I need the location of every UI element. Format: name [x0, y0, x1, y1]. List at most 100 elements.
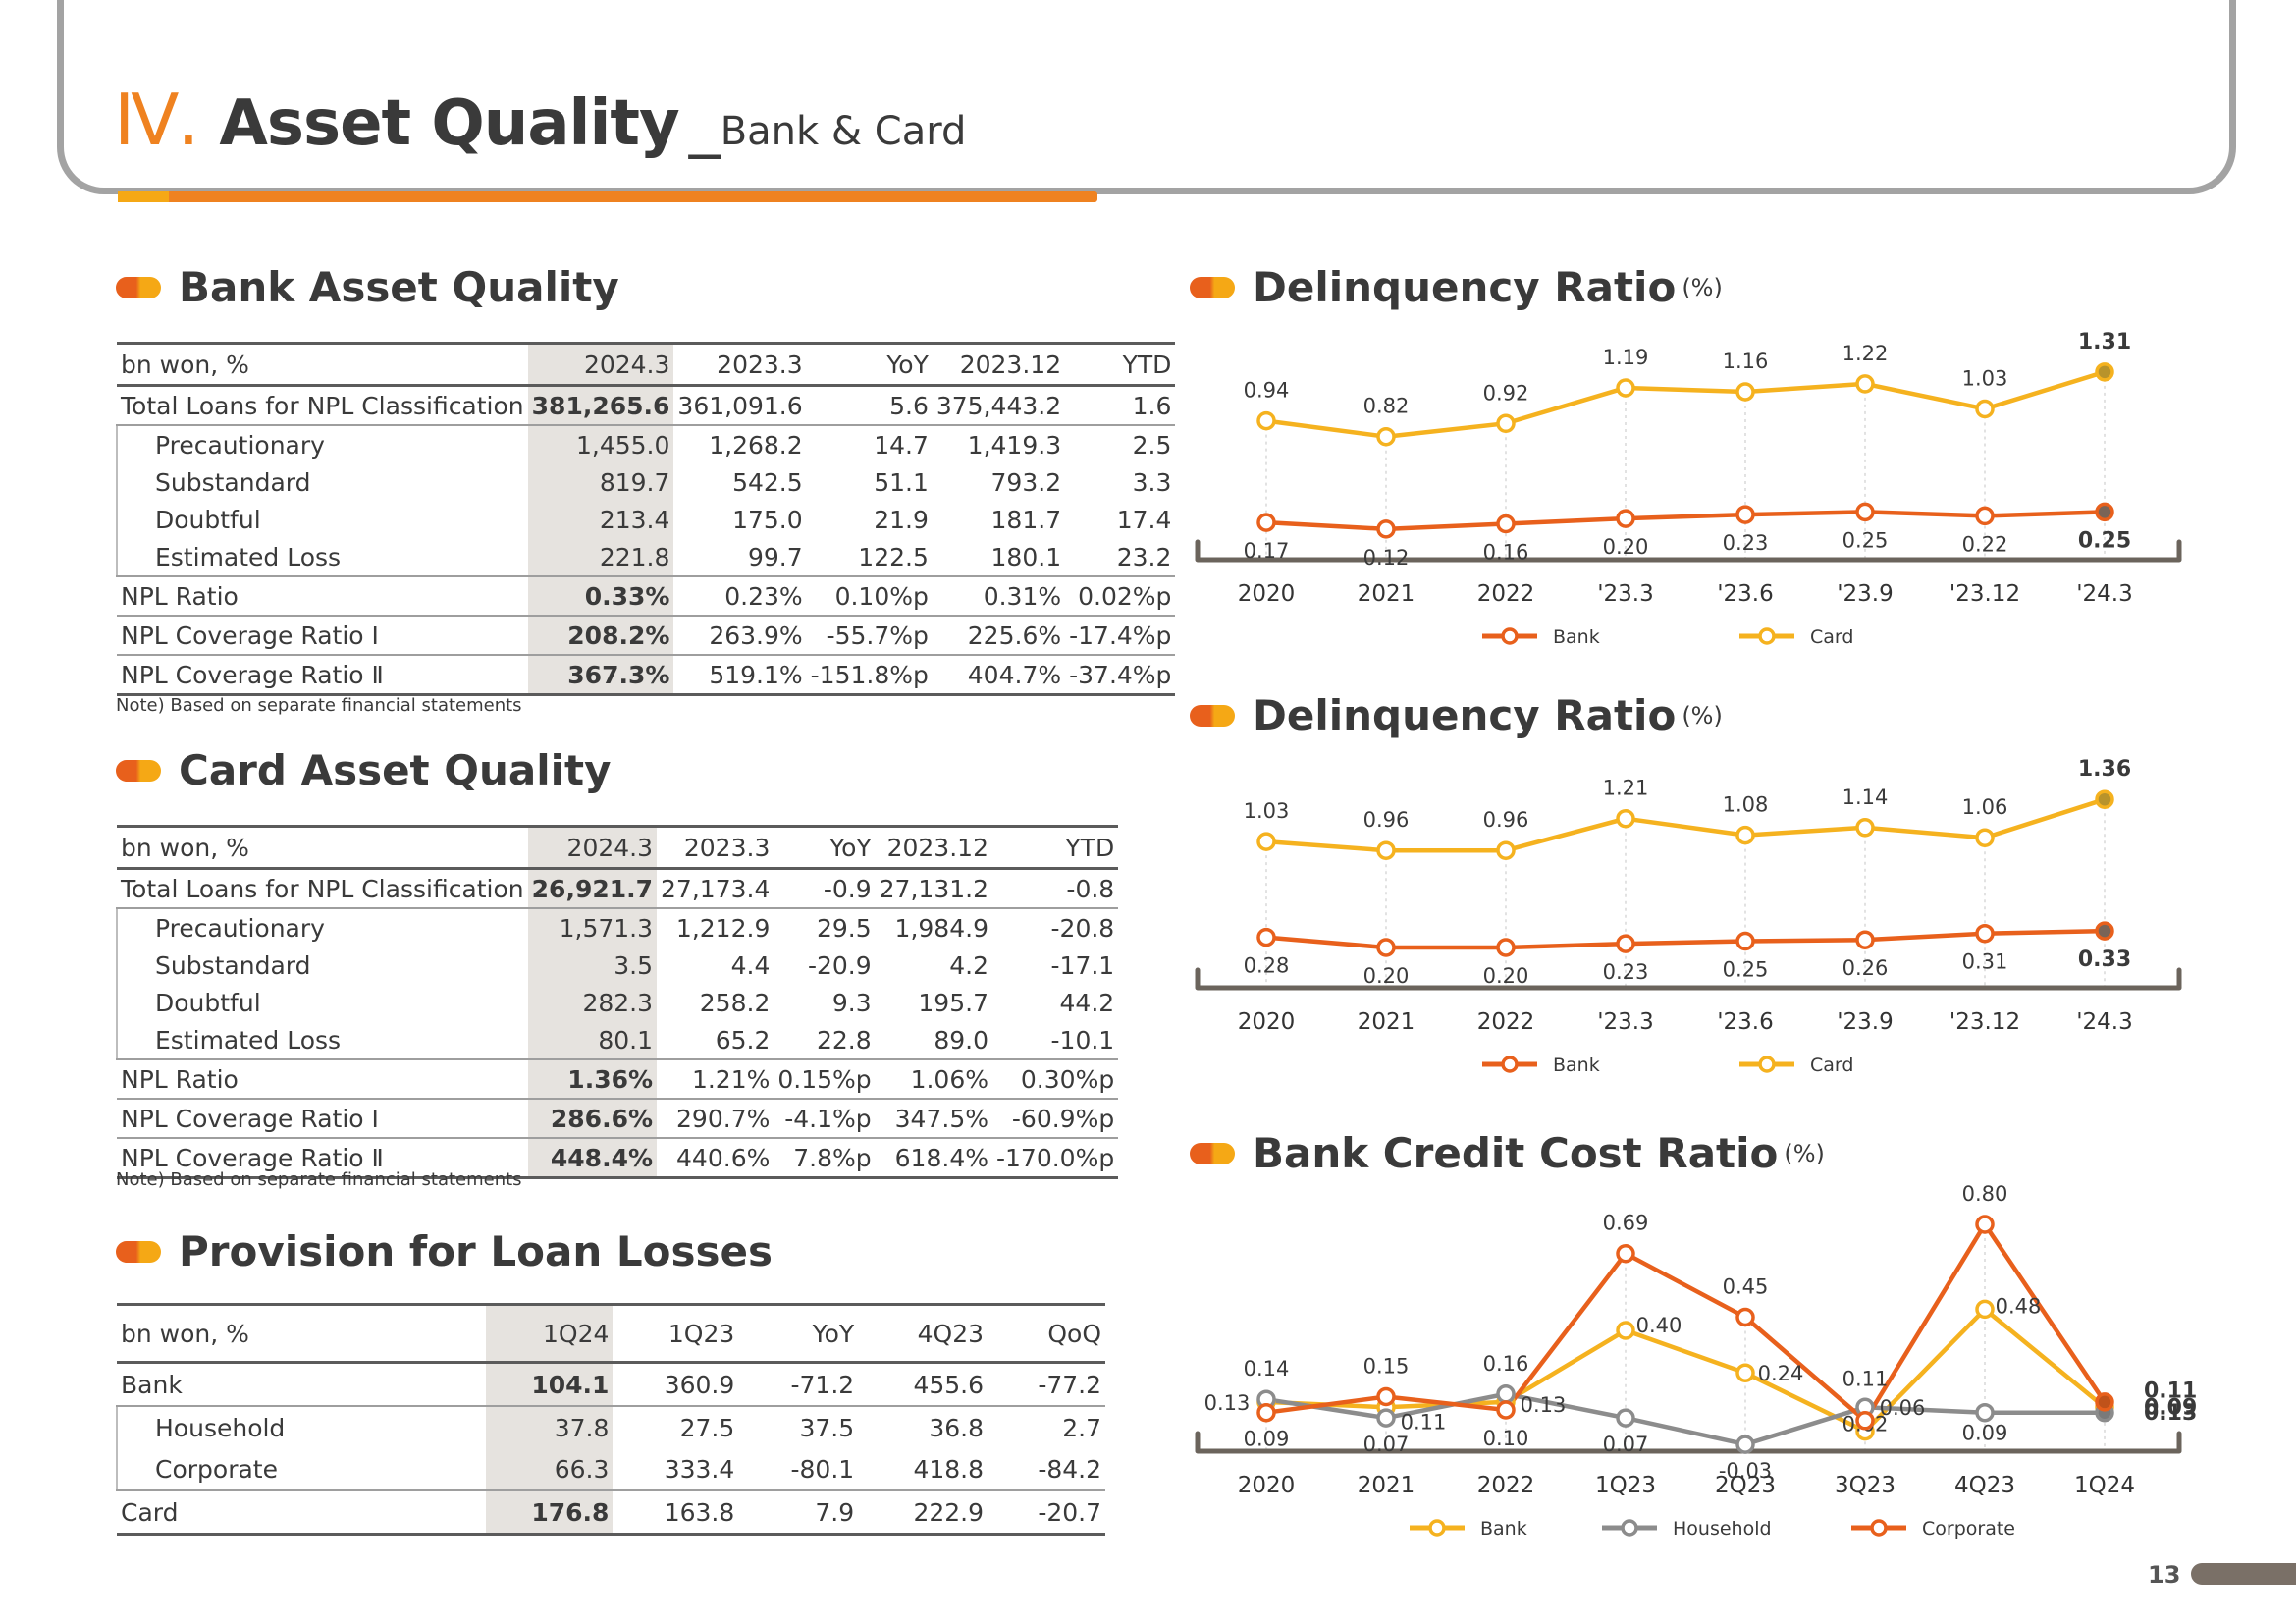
data-point — [1975, 399, 1995, 419]
page-number: 13 — [2148, 1561, 2181, 1589]
category-label: '23.3 — [1597, 1009, 1654, 1035]
data-label: 0.33 — [2078, 947, 2131, 972]
table-row: Substandard 819.7 542.5 51.1 793.2 3.3 — [116, 463, 1175, 501]
data-label: 0.14 — [1244, 1357, 1290, 1380]
table-row: Doubtful 282.3 258.2 9.3 195.7 44.2 — [116, 984, 1118, 1021]
category-label: 2Q23 — [1715, 1473, 1776, 1498]
data-label: 0.69 — [1603, 1212, 1649, 1235]
category-label: '23.3 — [1597, 581, 1654, 607]
data-point — [1496, 1384, 1516, 1404]
data-label: 0.11 — [2144, 1379, 2197, 1403]
data-point — [2095, 1392, 2114, 1412]
category-label: 3Q23 — [1835, 1473, 1896, 1498]
category-label: 2021 — [1358, 581, 1415, 607]
data-point — [1616, 509, 1635, 528]
data-point — [1975, 1402, 1995, 1423]
axis-bracket — [1195, 539, 2182, 563]
category-label: '23.6 — [1717, 581, 1774, 607]
data-label: 0.09 — [1244, 1428, 1290, 1451]
data-point — [1376, 426, 1396, 447]
series-line-corporate — [1265, 1221, 2107, 1424]
data-label: 0.13 — [2144, 1401, 2197, 1426]
data-label: 1.36 — [2078, 757, 2131, 782]
series-line-card — [1265, 797, 2106, 853]
data-label: 0.96 — [1363, 808, 1410, 832]
data-point — [1975, 923, 1995, 944]
category-label: '23.12 — [1949, 1009, 2020, 1035]
data-label: 0.16 — [1483, 540, 1529, 564]
data-point — [2095, 789, 2114, 809]
table-row: NPL Coverage Ratio Ⅱ 367.3% 519.1% -151.… — [117, 655, 1176, 696]
data-label: 0.15 — [1363, 1355, 1410, 1379]
data-point — [1256, 410, 1276, 431]
data-label: 0.31 — [1962, 950, 2008, 974]
data-label: 1.16 — [1723, 350, 1769, 373]
data-point — [1256, 832, 1276, 851]
data-label: 0.13 — [1521, 1393, 1567, 1417]
data-point — [2095, 502, 2114, 522]
legend-marker — [1758, 627, 1776, 645]
series-line-household — [1265, 1391, 2105, 1447]
data-label: 1.06 — [1962, 795, 2008, 819]
table-row: Doubtful 213.4 175.0 21.9 181.7 17.4 — [116, 501, 1175, 538]
data-label: 0.17 — [1244, 539, 1290, 563]
title-separator: _ — [688, 87, 721, 160]
bullet-pill-icon — [116, 759, 161, 782]
data-label: 0.11 — [1842, 1367, 1889, 1390]
table-row: Bank 104.1 360.9 -71.2 455.6 -77.2 — [117, 1362, 1105, 1407]
category-label: 2020 — [1238, 1473, 1296, 1498]
data-point — [1496, 413, 1516, 434]
data-point — [1256, 927, 1276, 947]
table-row: Household 37.8 27.5 37.5 36.8 2.7 — [116, 1406, 1105, 1448]
category-label: 2021 — [1358, 1473, 1415, 1498]
data-point — [1496, 840, 1516, 860]
legend-marker — [1428, 1519, 1446, 1537]
table-row: Estimated Loss 80.1 65.2 22.8 89.0 -10.1 — [116, 1021, 1119, 1060]
data-label: 0.16 — [1483, 1352, 1529, 1376]
data-point — [1975, 506, 1995, 526]
table-row: Estimated Loss 221.8 99.7 122.5 180.1 23… — [116, 538, 1176, 577]
data-label: 0.20 — [1483, 964, 1529, 988]
data-label: 0.10 — [1483, 1427, 1529, 1450]
category-label: 2022 — [1477, 581, 1535, 607]
bank-credit-cost-chart: 0.130.110.130.400.240.020.480.110.140.07… — [1195, 1182, 2197, 1540]
data-point — [1975, 1215, 1995, 1234]
table-row: Card 176.8 163.8 7.9 222.9 -20.7 — [117, 1490, 1105, 1536]
data-label: 0.96 — [1483, 808, 1529, 832]
data-point — [2095, 362, 2114, 382]
data-point — [1735, 825, 1755, 845]
data-label: 1.22 — [1842, 342, 1889, 365]
table-row: Precautionary 1,571.3 1,212.9 29.5 1,984… — [116, 908, 1118, 947]
data-label: 1.19 — [1603, 346, 1649, 369]
data-label: 0.22 — [1962, 532, 2008, 556]
delinquency-chart-2-heading: Delinquency Ratio (%) — [1190, 691, 1723, 739]
bullet-pill-icon — [1190, 704, 1235, 727]
title-main: Asset Quality — [219, 87, 679, 160]
legend-label: Card — [1810, 626, 1853, 648]
data-point — [1496, 514, 1516, 534]
data-label: 0.09 — [2144, 1396, 2197, 1421]
data-point — [1735, 931, 1755, 951]
bullet-pill-icon — [1190, 276, 1235, 298]
data-point — [1256, 513, 1276, 532]
category-label: '24.3 — [2076, 581, 2133, 607]
data-label: 0.20 — [1603, 535, 1649, 559]
data-point — [1616, 1243, 1635, 1264]
legend-marker — [1501, 1056, 1519, 1073]
category-label: '23.9 — [1837, 581, 1894, 607]
series-line-bank — [1265, 1307, 2107, 1434]
category-label: 1Q23 — [1595, 1473, 1656, 1498]
bank-table-note: Note) Based on separate financial statem… — [116, 695, 522, 716]
data-label: 0.23 — [1603, 960, 1649, 984]
header-accent-mark — [118, 191, 169, 202]
data-point — [1735, 505, 1755, 524]
table-row: NPL Coverage Ratio Ⅰ 208.2% 263.9% -55.7… — [117, 616, 1176, 656]
data-label: 0.23 — [1723, 531, 1769, 555]
legend-label: Corporate — [1922, 1518, 2015, 1540]
card-asset-quality-heading: Card Asset Quality — [116, 746, 611, 794]
data-label: 0.25 — [1842, 528, 1889, 552]
table-row: Substandard 3.5 4.4 -20.9 4.2 -17.1 — [116, 947, 1118, 984]
data-point — [1616, 934, 1635, 953]
data-label: 0.13 — [1204, 1391, 1251, 1415]
series-line-bank — [1265, 510, 2106, 532]
